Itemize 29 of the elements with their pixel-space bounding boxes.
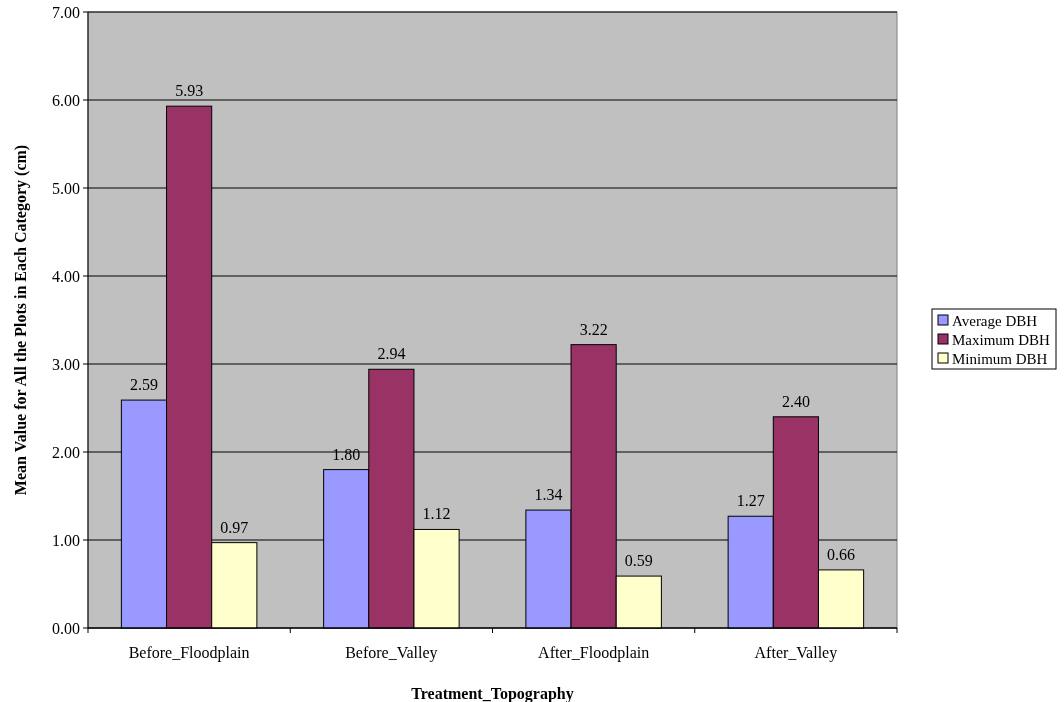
data-label: 2.40 [781, 392, 810, 410]
y-tick-label: 3.00 [52, 355, 80, 373]
y-tick-label: 0.00 [52, 619, 80, 637]
y-tick-label: 4.00 [52, 267, 80, 285]
data-label: 1.80 [332, 445, 361, 463]
y-tick-label: 1.00 [52, 531, 80, 549]
x-tick-label: Before_Valley [345, 644, 438, 662]
data-label: 2.59 [129, 376, 158, 394]
y-tick-label: 5.00 [52, 179, 80, 197]
x-axis-title: Treatment_Topography [411, 685, 574, 702]
data-label: 5.93 [175, 82, 204, 100]
legend-label: Minimum DBH [952, 351, 1048, 368]
y-tick-label: 7.00 [52, 3, 80, 21]
data-label: 0.66 [827, 545, 856, 563]
legend-label: Maximum DBH [952, 332, 1051, 349]
data-label: 1.27 [736, 492, 765, 510]
data-label: 2.94 [377, 345, 406, 363]
y-tick-label: 2.00 [52, 443, 80, 461]
data-label: 1.34 [534, 486, 563, 504]
data-label: 0.97 [220, 518, 249, 536]
y-tick-label: 6.00 [52, 91, 80, 109]
data-label: 1.12 [422, 505, 451, 523]
data-label: 3.22 [579, 320, 608, 338]
x-tick-label: Before_Floodplain [128, 644, 250, 662]
data-label: 0.59 [624, 552, 653, 570]
x-tick-label: After_Valley [754, 644, 838, 662]
legend-label: Average DBH [952, 313, 1038, 330]
x-tick-label: After_Floodplain [538, 644, 650, 662]
y-axis-title: Mean Value for All the Plots in Each Category (cm) [12, 144, 30, 496]
